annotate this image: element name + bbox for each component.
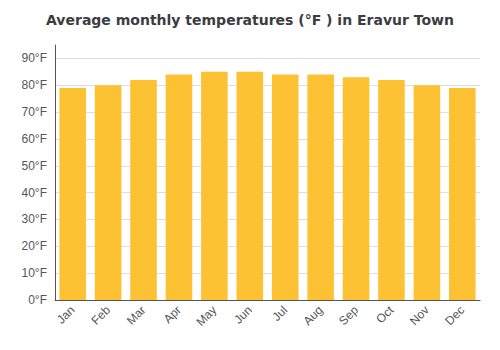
svg-text:50°F: 50°F — [22, 159, 47, 173]
svg-text:10°F: 10°F — [22, 266, 47, 280]
svg-text:90°F: 90°F — [22, 51, 47, 65]
svg-text:0°F: 0°F — [28, 293, 47, 307]
svg-text:70°F: 70°F — [22, 105, 47, 119]
svg-text:Feb: Feb — [89, 303, 114, 328]
svg-text:Aug: Aug — [301, 303, 326, 328]
svg-text:Mar: Mar — [124, 303, 149, 327]
svg-text:Dec: Dec — [442, 303, 467, 328]
svg-text:20°F: 20°F — [22, 239, 47, 253]
svg-text:Nov: Nov — [407, 303, 432, 328]
svg-text:60°F: 60°F — [22, 132, 47, 146]
svg-text:Average monthly temperatures (: Average monthly temperatures (°F ) in Er… — [46, 12, 454, 28]
svg-text:30°F: 30°F — [22, 212, 47, 226]
svg-text:May: May — [193, 303, 219, 329]
svg-text:Jul: Jul — [269, 303, 290, 324]
svg-text:Sep: Sep — [336, 303, 361, 328]
svg-text:80°F: 80°F — [22, 78, 47, 92]
svg-text:Jan: Jan — [54, 303, 78, 327]
svg-text:Apr: Apr — [161, 303, 184, 326]
svg-text:Oct: Oct — [373, 303, 397, 327]
svg-text:Jun: Jun — [231, 303, 255, 327]
svg-text:40°F: 40°F — [22, 186, 47, 200]
